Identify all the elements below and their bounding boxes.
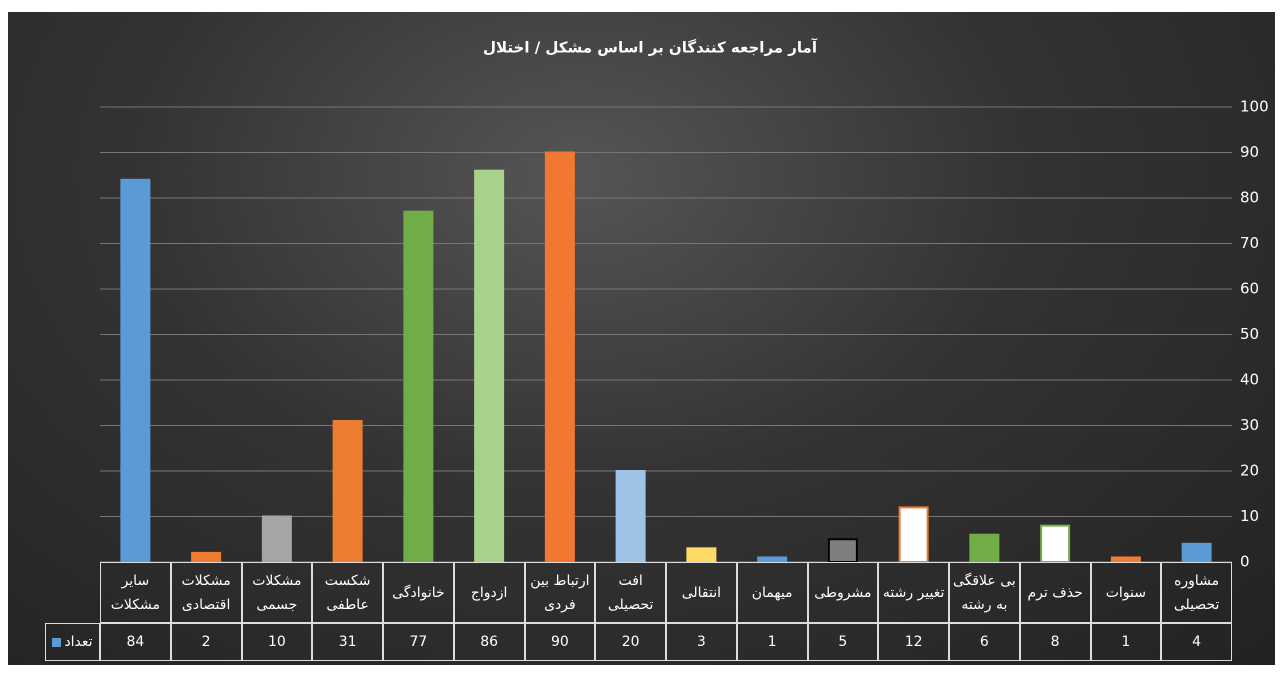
value-cell: 31 xyxy=(312,623,383,661)
bar xyxy=(261,515,292,563)
bar xyxy=(1040,524,1071,563)
chart-title: آمار مراجعه کنندگان بر اساس مشکل / اختلا… xyxy=(483,39,818,57)
bar xyxy=(191,551,222,564)
y-tick-label: 100 xyxy=(1240,98,1269,116)
value-cell: 20 xyxy=(595,623,666,661)
y-tick-label: 20 xyxy=(1240,462,1259,480)
y-tick-label: 80 xyxy=(1240,189,1259,207)
legend-cell: تعداد xyxy=(45,623,100,661)
value-cell: 1 xyxy=(1090,623,1162,661)
category-cell: سایر مشکلات xyxy=(100,562,171,623)
category-cell: شکست عاطفی xyxy=(312,562,383,623)
value-cell: 6 xyxy=(949,623,1020,661)
y-tick-label: 60 xyxy=(1240,280,1259,298)
bar xyxy=(827,538,858,563)
value-cell: 1 xyxy=(736,623,808,661)
value-cell: 90 xyxy=(524,623,596,661)
bar xyxy=(403,210,434,563)
value-cell: 86 xyxy=(453,623,525,661)
category-cell: مشروطی xyxy=(807,562,879,623)
bar xyxy=(686,547,717,563)
bar xyxy=(1181,542,1212,563)
legend-swatch xyxy=(52,637,62,647)
bar xyxy=(544,151,575,563)
y-tick-label: 50 xyxy=(1240,325,1259,343)
value-cell: 77 xyxy=(383,623,454,661)
bar xyxy=(898,506,929,563)
value-cell: 8 xyxy=(1019,623,1091,661)
y-tick-label: 10 xyxy=(1240,507,1259,525)
category-cell: خانوادگی xyxy=(383,562,454,623)
value-cell: 10 xyxy=(241,623,313,661)
bar xyxy=(332,419,363,564)
value-cell: 4 xyxy=(1161,623,1232,661)
category-cell: انتقالی xyxy=(666,562,737,623)
value-cell: 5 xyxy=(807,623,879,661)
category-cell: افت تحصیلی xyxy=(595,562,666,623)
bar xyxy=(120,178,151,564)
category-cell: مشاوره تحصیلی xyxy=(1161,562,1232,623)
bar xyxy=(615,470,646,563)
bar xyxy=(969,533,1000,564)
value-cell: 84 xyxy=(100,623,171,661)
legend-label: تعداد xyxy=(64,634,93,650)
category-cell: حذف ترم xyxy=(1019,562,1091,623)
value-cell: 2 xyxy=(170,623,242,661)
value-cell: 3 xyxy=(666,623,737,661)
category-cell: مشکلات جسمی xyxy=(241,562,313,623)
category-cell: ارتباط بین فردی xyxy=(524,562,596,623)
category-cell: میهمان xyxy=(736,562,808,623)
category-cell: مشکلات اقتصادی xyxy=(170,562,242,623)
category-cell: بی علاقگی به رشته xyxy=(949,562,1020,623)
y-tick-label: 30 xyxy=(1240,416,1259,434)
category-cell: سنوات xyxy=(1090,562,1162,623)
value-cell: 12 xyxy=(878,623,949,661)
y-tick-label: 90 xyxy=(1240,143,1259,161)
y-tick-label: 0 xyxy=(1240,553,1250,571)
y-tick-label: 70 xyxy=(1240,234,1259,252)
category-cell: تغییر رشته xyxy=(878,562,949,623)
bar xyxy=(474,169,505,563)
category-cell: ازدواج xyxy=(453,562,525,623)
y-tick-label: 40 xyxy=(1240,371,1259,389)
